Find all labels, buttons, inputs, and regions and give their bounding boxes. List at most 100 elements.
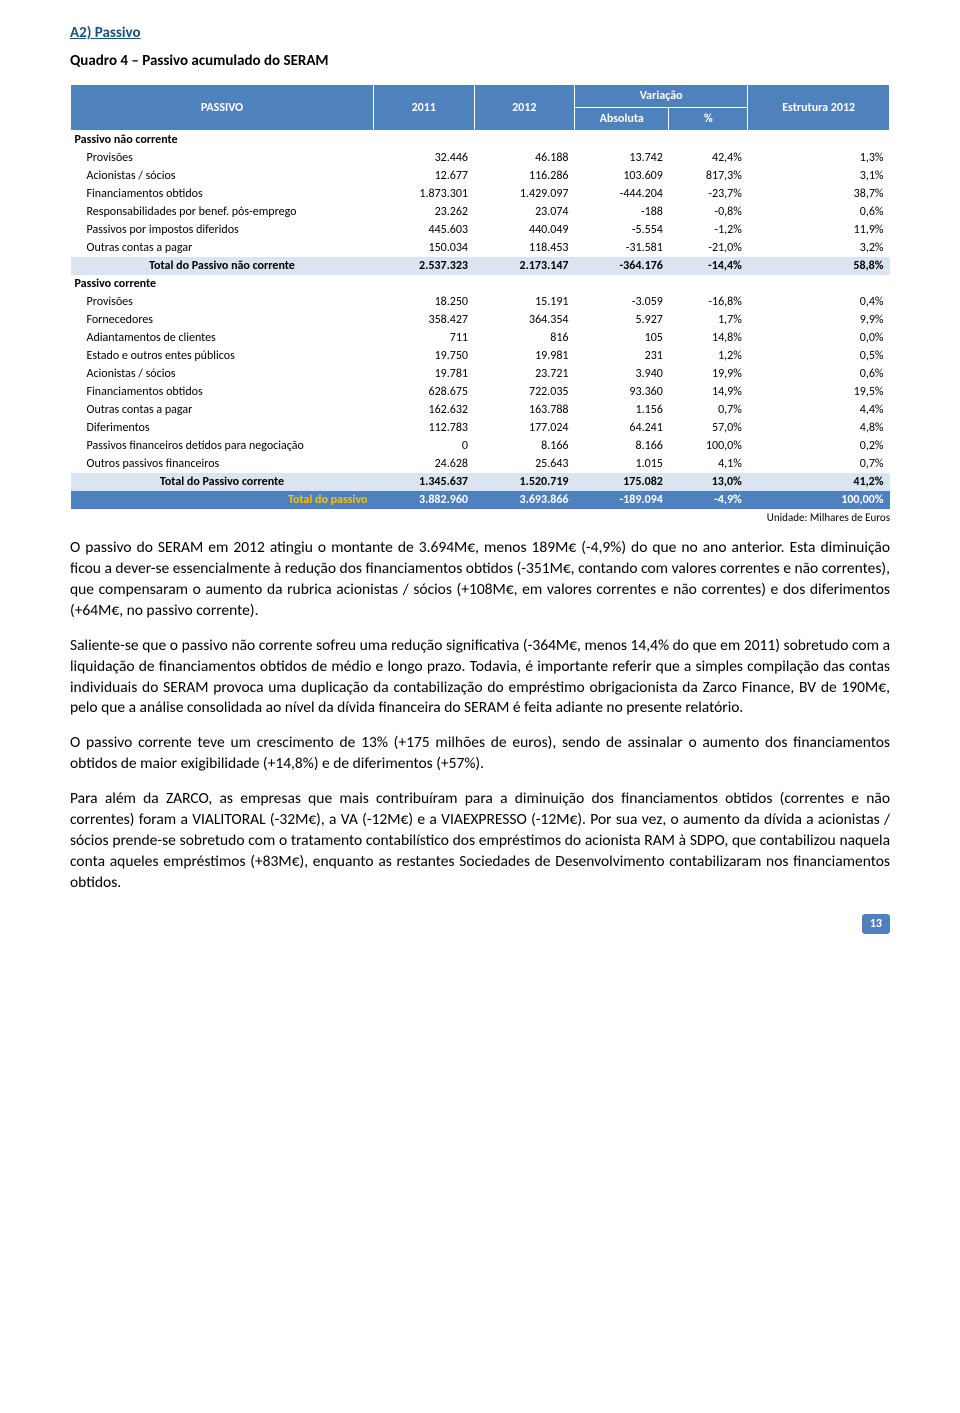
cell-abs: 13.742 (575, 149, 669, 167)
passivo-table: PASSIVO 2011 2012 Variação Estrutura 201… (70, 84, 890, 509)
paragraph-4: Para além da ZARCO, as empresas que mais… (70, 789, 890, 894)
cell-pct: -1,2% (669, 221, 748, 239)
row-label: Provisões (71, 149, 374, 167)
group-label: Passivo corrente (71, 275, 890, 293)
cell-est: 4,4% (748, 401, 890, 419)
cell-est: 0,6% (748, 203, 890, 221)
cell-y1: 3.882.960 (374, 491, 475, 509)
cell-abs: 103.609 (575, 167, 669, 185)
table-row: Total do Passivo não corrente2.537.3232.… (71, 257, 890, 275)
cell-pct: -0,8% (669, 203, 748, 221)
row-label: Responsabilidades por benef. pós-emprego (71, 203, 374, 221)
cell-pct: -23,7% (669, 185, 748, 203)
row-label: Acionistas / sócios (71, 167, 374, 185)
table-row: Passivo não corrente (71, 131, 890, 150)
paragraph-1: O passivo do SERAM em 2012 atingiu o mon… (70, 538, 890, 622)
th-absoluta: Absoluta (575, 108, 669, 131)
table-row: Financiamentos obtidos628.675722.03593.3… (71, 383, 890, 401)
row-label: Provisões (71, 293, 374, 311)
cell-pct: 57,0% (669, 419, 748, 437)
cell-est: 0,0% (748, 329, 890, 347)
cell-pct: 100,0% (669, 437, 748, 455)
cell-y2: 1.429.097 (474, 185, 575, 203)
cell-y1: 358.427 (374, 311, 475, 329)
row-label: Diferimentos (71, 419, 374, 437)
table-row: Passivo corrente (71, 275, 890, 293)
table-row: Diferimentos112.783177.02464.24157,0%4,8… (71, 419, 890, 437)
row-label: Outras contas a pagar (71, 401, 374, 419)
th-estrutura: Estrutura 2012 (748, 85, 890, 131)
row-label: Outras contas a pagar (71, 239, 374, 257)
cell-abs: -444.204 (575, 185, 669, 203)
cell-abs: 1.156 (575, 401, 669, 419)
cell-y2: 116.286 (474, 167, 575, 185)
cell-abs: 1.015 (575, 455, 669, 473)
cell-pct: 13,0% (669, 473, 748, 491)
row-label: Fornecedores (71, 311, 374, 329)
cell-y1: 162.632 (374, 401, 475, 419)
cell-y1: 1.873.301 (374, 185, 475, 203)
cell-y1: 23.262 (374, 203, 475, 221)
unit-note: Unidade: Milhares de Euros (70, 511, 890, 524)
cell-est: 100,00% (748, 491, 890, 509)
cell-pct: 0,7% (669, 401, 748, 419)
page-number: 13 (862, 914, 890, 934)
cell-y2: 177.024 (474, 419, 575, 437)
table-row: Provisões32.44646.18813.74242,4%1,3% (71, 149, 890, 167)
table-row: Total do passivo3.882.9603.693.866-189.0… (71, 491, 890, 509)
cell-pct: 1,2% (669, 347, 748, 365)
cell-y2: 163.788 (474, 401, 575, 419)
row-label: Outros passivos financeiros (71, 455, 374, 473)
cell-y2: 816 (474, 329, 575, 347)
cell-y1: 12.677 (374, 167, 475, 185)
cell-y1: 628.675 (374, 383, 475, 401)
cell-y1: 18.250 (374, 293, 475, 311)
total-label: Total do passivo (71, 491, 374, 509)
table-row: Outras contas a pagar150.034118.453-31.5… (71, 239, 890, 257)
cell-pct: -21,0% (669, 239, 748, 257)
cell-est: 0,7% (748, 455, 890, 473)
cell-abs: -5.554 (575, 221, 669, 239)
table-row: Adiantamentos de clientes71181610514,8%0… (71, 329, 890, 347)
cell-y1: 1.345.637 (374, 473, 475, 491)
cell-est: 41,2% (748, 473, 890, 491)
cell-y2: 8.166 (474, 437, 575, 455)
table-row: Total do Passivo corrente1.345.6371.520.… (71, 473, 890, 491)
cell-abs: 8.166 (575, 437, 669, 455)
row-label: Adiantamentos de clientes (71, 329, 374, 347)
cell-y2: 25.643 (474, 455, 575, 473)
row-label: Acionistas / sócios (71, 365, 374, 383)
cell-est: 11,9% (748, 221, 890, 239)
cell-abs: -188 (575, 203, 669, 221)
cell-y1: 19.781 (374, 365, 475, 383)
cell-est: 0,5% (748, 347, 890, 365)
paragraph-2: Saliente-se que o passivo não corrente s… (70, 636, 890, 720)
cell-abs: 5.927 (575, 311, 669, 329)
row-label: Estado e outros entes públicos (71, 347, 374, 365)
cell-abs: 64.241 (575, 419, 669, 437)
cell-y2: 3.693.866 (474, 491, 575, 509)
cell-y2: 23.074 (474, 203, 575, 221)
cell-pct: -14,4% (669, 257, 748, 275)
cell-y2: 19.981 (474, 347, 575, 365)
cell-est: 1,3% (748, 149, 890, 167)
table-row: Financiamentos obtidos1.873.3011.429.097… (71, 185, 890, 203)
row-label: Passivos financeiros detidos para negoci… (71, 437, 374, 455)
th-variacao: Variação (575, 85, 748, 108)
cell-est: 0,2% (748, 437, 890, 455)
table-title: Quadro 4 – Passivo acumulado do SERAM (70, 52, 890, 70)
cell-est: 9,9% (748, 311, 890, 329)
table-row: Acionistas / sócios12.677116.286103.6098… (71, 167, 890, 185)
cell-abs: 3.940 (575, 365, 669, 383)
cell-est: 4,8% (748, 419, 890, 437)
cell-y2: 46.188 (474, 149, 575, 167)
cell-abs: 93.360 (575, 383, 669, 401)
table-row: Fornecedores358.427364.3545.9271,7%9,9% (71, 311, 890, 329)
cell-pct: 1,7% (669, 311, 748, 329)
cell-y2: 23.721 (474, 365, 575, 383)
cell-pct: 14,9% (669, 383, 748, 401)
cell-abs: -31.581 (575, 239, 669, 257)
row-label: Passivos por impostos diferidos (71, 221, 374, 239)
cell-est: 38,7% (748, 185, 890, 203)
cell-y1: 445.603 (374, 221, 475, 239)
